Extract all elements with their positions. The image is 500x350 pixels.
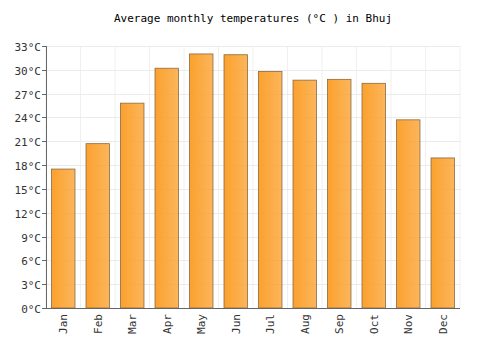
bar	[224, 55, 247, 308]
chart-title: Average monthly temperatures (°C ) in Bh…	[114, 12, 392, 25]
x-tick-label: Aug	[299, 314, 312, 334]
y-tick	[42, 70, 46, 71]
vertical-grid-line	[253, 46, 254, 308]
x-tick-label: Jul	[264, 314, 277, 334]
grid-line	[46, 46, 460, 47]
bar	[86, 144, 109, 308]
x-tick-label: Jan	[57, 314, 70, 334]
y-tick	[42, 237, 46, 238]
y-tick-label: 30°C	[15, 65, 42, 78]
x-tick-label: Nov	[402, 314, 415, 334]
bar	[155, 68, 178, 308]
bar	[328, 79, 351, 308]
x-tick-label: Jun	[230, 314, 243, 334]
y-tick-label: 24°C	[15, 112, 42, 125]
y-tick-label: 18°C	[15, 160, 42, 173]
bar	[431, 158, 454, 308]
chart-container: Average monthly temperatures (°C ) in Bh…	[0, 0, 500, 350]
x-tick-label: Dec	[437, 314, 450, 334]
grid	[46, 46, 460, 309]
y-tick	[42, 308, 46, 309]
vertical-grid-line	[322, 46, 323, 308]
bars	[52, 54, 455, 308]
bar	[293, 80, 316, 308]
x-axis-line	[46, 308, 460, 309]
y-tick-label: 15°C	[15, 184, 42, 197]
vertical-grid-line	[218, 46, 219, 308]
y-tick	[42, 141, 46, 142]
y-tick-label: 33°C	[15, 41, 42, 54]
chart-svg: Average monthly temperatures (°C ) in Bh…	[0, 0, 500, 350]
x-tick-label: Feb	[92, 314, 105, 334]
y-tick	[42, 165, 46, 166]
y-tick	[42, 94, 46, 95]
grid-line	[46, 308, 460, 309]
bar	[397, 120, 420, 308]
grid-line	[46, 70, 460, 71]
vertical-grid-line	[460, 46, 461, 308]
bar	[52, 169, 75, 308]
y-tick	[42, 189, 46, 190]
y-tick	[42, 260, 46, 261]
y-tick	[42, 117, 46, 118]
y-tick-label: 21°C	[15, 136, 42, 149]
x-tick-label: Apr	[161, 314, 174, 334]
y-tick	[42, 213, 46, 214]
y-tick-label: 3°C	[21, 279, 41, 292]
vertical-grid-line	[46, 46, 47, 308]
y-axis-line	[46, 46, 47, 308]
vertical-grid-line	[149, 46, 150, 308]
y-tick-label: 27°C	[15, 89, 42, 102]
x-tick-label: Oct	[368, 314, 381, 334]
vertical-grid-line	[115, 46, 116, 308]
vertical-grid-line	[356, 46, 357, 308]
x-tick-label: Mar	[126, 314, 139, 334]
y-tick	[42, 284, 46, 285]
y-tick	[42, 46, 46, 47]
vertical-grid-line	[80, 46, 81, 308]
grid-line	[46, 94, 460, 95]
vertical-grid-line	[391, 46, 392, 308]
bar	[190, 54, 213, 308]
vertical-grid-line	[184, 46, 185, 308]
y-tick-label: 6°C	[21, 255, 41, 268]
y-tick-label: 9°C	[21, 232, 41, 245]
grid-line	[46, 117, 460, 118]
bar	[121, 103, 144, 308]
x-tick-label: May	[195, 314, 208, 334]
y-tick-label: 0°C	[21, 303, 41, 316]
vertical-grid-line	[287, 46, 288, 308]
vertical-grid-line	[425, 46, 426, 308]
bar	[362, 83, 385, 308]
x-tick-label: Sep	[333, 314, 346, 334]
bar	[259, 71, 282, 308]
y-tick-label: 12°C	[15, 208, 42, 221]
